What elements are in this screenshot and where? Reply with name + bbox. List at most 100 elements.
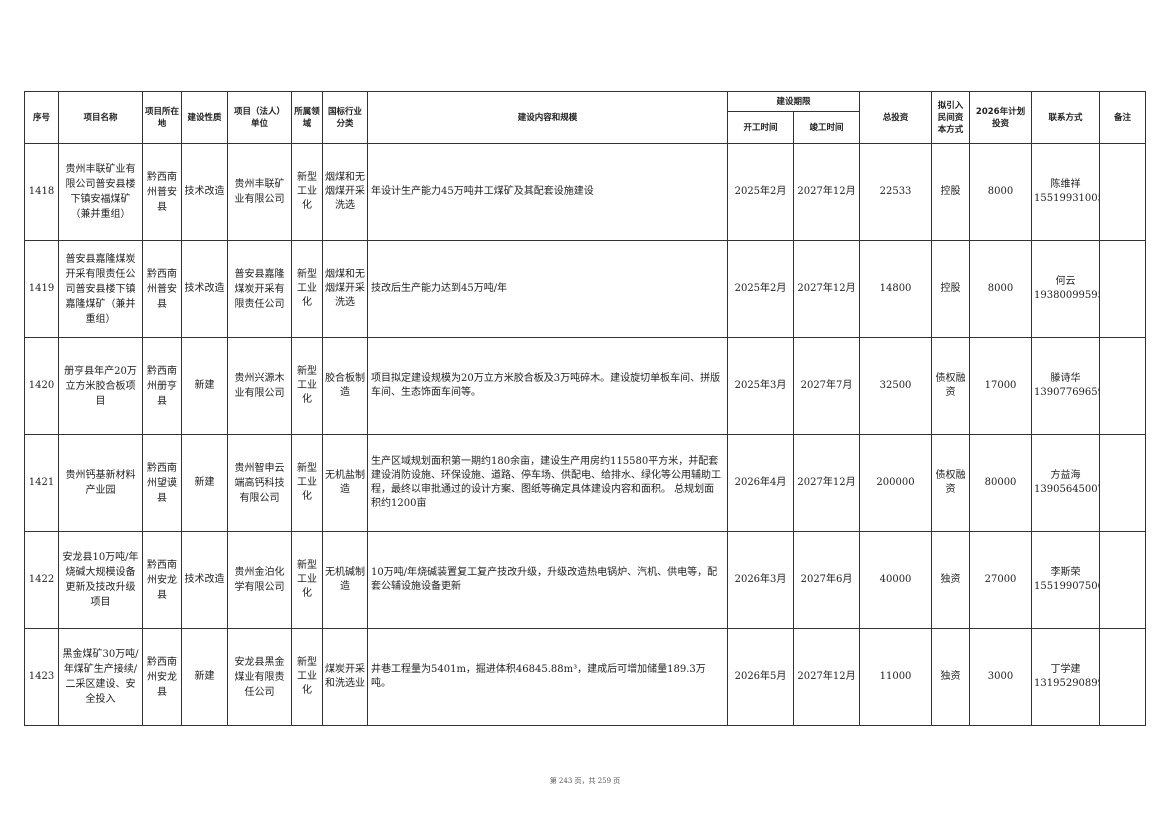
cell-nature: 新建 [181, 434, 228, 532]
contact-phone: 19380099595 [1034, 290, 1100, 301]
header-nature: 建设性质 [181, 91, 228, 144]
cell-capital-mode: 控股 [931, 240, 971, 338]
header-field: 所属领域 [291, 91, 323, 144]
table-row: 1418 贵州丰联矿业有限公司普安县楼下镇安福煤矿（兼并重组） 黔西南州普安县 技术改… [24, 143, 1147, 241]
cell-location: 黔西南州普安县 [142, 143, 182, 241]
contact-name: 何云 [1055, 276, 1076, 287]
cell-field: 新型工业化 [291, 240, 323, 338]
cell-contact: 陈维祥 15519931005 [1031, 143, 1101, 241]
cell-capital-mode: 控股 [931, 143, 971, 241]
header-contact: 联系方式 [1031, 91, 1101, 144]
contact-phone: 13907769659 [1034, 387, 1100, 398]
cell-start: 2026年5月 [727, 628, 794, 726]
cell-location: 黔西南州望谟县 [142, 434, 182, 532]
cell-plan-2026: 8000 [969, 143, 1033, 241]
table-row: 1421 贵州钙基新材料产业园 黔西南州望谟县 新建 贵州智申云端高钙科技有限公司 新型工… [24, 434, 1147, 532]
cell-start: 2025年3月 [727, 337, 794, 435]
cell-location: 黔西南州安龙县 [142, 531, 182, 629]
cell-nature: 技术改造 [181, 240, 228, 338]
cell-plan-2026: 8000 [969, 240, 1033, 338]
cell-contact: 何云 19380099595 [1031, 240, 1101, 338]
cell-start: 2025年2月 [727, 240, 794, 338]
cell-location: 黔西南州册亨县 [142, 337, 182, 435]
cell-name: 贵州丰联矿业有限公司普安县楼下镇安福煤矿（兼并重组） [58, 143, 143, 241]
cell-total: 11000 [859, 628, 933, 726]
cell-name: 黑金煤矿30万吨/年煤矿生产接续/二采区建设、安全投入 [58, 628, 143, 726]
cell-location: 黔西南州安龙县 [142, 628, 182, 726]
cell-content: 生产区域规划面积第一期约180余亩，建设生产用房约115580平方米，并配套建设… [367, 434, 728, 532]
header-content: 建设内容和规模 [367, 91, 728, 144]
contact-name: 方益海 [1050, 470, 1081, 481]
cell-seq: 1421 [24, 434, 59, 532]
cell-field: 新型工业化 [291, 628, 323, 726]
cell-industry: 煤炭开采和洗选业 [322, 628, 368, 726]
cell-seq: 1419 [24, 240, 59, 338]
cell-total: 32500 [859, 337, 933, 435]
cell-total: 14800 [859, 240, 933, 338]
cell-unit: 贵州智申云端高钙科技有限公司 [227, 434, 292, 532]
cell-nature: 新建 [181, 337, 228, 435]
cell-name: 普安县嘉隆煤炭开采有限责任公司普安县楼下镇嘉隆煤矿（兼并重组） [58, 240, 143, 338]
cell-nature: 新建 [181, 628, 228, 726]
cell-contact: 李斯荣 15519907506 [1031, 531, 1101, 629]
cell-field: 新型工业化 [291, 434, 323, 532]
header-capital-mode: 拟引入民间资本方式 [931, 91, 971, 144]
cell-end: 2027年7月 [792, 337, 861, 435]
cell-name: 贵州钙基新材料产业园 [58, 434, 143, 532]
cell-field: 新型工业化 [291, 531, 323, 629]
cell-industry: 烟煤和无烟煤开采洗选 [322, 240, 368, 338]
table-row: 1419 普安县嘉隆煤炭开采有限责任公司普安县楼下镇嘉隆煤矿（兼并重组） 黔西南州普… [24, 240, 1147, 338]
cell-field: 新型工业化 [291, 337, 323, 435]
contact-phone: 13905645007 [1034, 484, 1100, 495]
header-name: 项目名称 [58, 91, 143, 144]
cell-seq: 1418 [24, 143, 59, 241]
cell-name: 册亨县年产20万立方米胶合板项目 [58, 337, 143, 435]
cell-capital-mode: 债权融资 [931, 434, 971, 532]
cell-industry: 胶合板制造 [322, 337, 368, 435]
cell-remark [1099, 531, 1147, 629]
cell-end: 2027年12月 [792, 628, 861, 726]
cell-content: 井巷工程量为5401m，掘进体积46845.88m³，建成后可增加储量189.3… [367, 628, 728, 726]
cell-total: 40000 [859, 531, 933, 629]
header-total: 总投资 [859, 91, 933, 144]
cell-plan-2026: 80000 [969, 434, 1033, 532]
header-seq: 序号 [24, 91, 59, 144]
cell-nature: 技术改造 [181, 143, 228, 241]
cell-remark [1099, 628, 1147, 726]
cell-seq: 1422 [24, 531, 59, 629]
header-remark: 备注 [1099, 91, 1147, 144]
cell-plan-2026: 17000 [969, 337, 1033, 435]
contact-name: 丁学建 [1050, 664, 1081, 675]
cell-seq: 1423 [24, 628, 59, 726]
cell-total: 22533 [859, 143, 933, 241]
cell-content: 项目拟定建设规模为20万立方米胶合板及3万吨碎木。建设旋切单板车间、拼版车间、生… [367, 337, 728, 435]
cell-unit: 贵州兴源木业有限公司 [227, 337, 292, 435]
cell-content: 年设计生产能力45万吨井工煤矿及其配套设施建设 [367, 143, 728, 241]
cell-content: 10万吨/年烧碱装置复工复产技改升级，升级改造热电锅炉、汽机、供电等，配套公辅设… [367, 531, 728, 629]
cell-name: 安龙县10万吨/年烧碱大规模设备更新及技改升级项目 [58, 531, 143, 629]
project-table: 序号 项目名称 项目所在地 建设性质 项目（法人）单位 所属领域 国标行业分类 … [24, 91, 1147, 726]
cell-plan-2026: 3000 [969, 628, 1033, 726]
contact-name: 李斯荣 [1050, 567, 1081, 578]
cell-total: 200000 [859, 434, 933, 532]
cell-nature: 技术改造 [181, 531, 228, 629]
cell-content: 技改后生产能力达到45万吨/年 [367, 240, 728, 338]
cell-remark [1099, 143, 1147, 241]
header-row: 序号 项目名称 项目所在地 建设性质 项目（法人）单位 所属领域 国标行业分类 … [24, 91, 1147, 144]
cell-end: 2027年12月 [792, 434, 861, 532]
header-unit: 项目（法人）单位 [227, 91, 292, 144]
cell-unit: 普安县嘉隆煤炭开采有限责任公司 [227, 240, 292, 338]
header-period: 建设期限 [726, 91, 861, 112]
cell-remark [1099, 240, 1147, 338]
cell-unit: 安龙县黑金煤业有限责任公司 [227, 628, 292, 726]
cell-start: 2025年2月 [727, 143, 794, 241]
cell-remark [1099, 434, 1147, 532]
cell-unit: 贵州金泊化学有限公司 [227, 531, 292, 629]
cell-industry: 无机碱制造 [322, 531, 368, 629]
contact-phone: 15519907506 [1034, 581, 1100, 592]
cell-end: 2027年12月 [792, 143, 861, 241]
cell-field: 新型工业化 [291, 143, 323, 241]
cell-contact: 丁学建 13195290899 [1031, 628, 1101, 726]
cell-capital-mode: 独资 [931, 628, 971, 726]
cell-contact: 方益海 13905645007 [1031, 434, 1101, 532]
